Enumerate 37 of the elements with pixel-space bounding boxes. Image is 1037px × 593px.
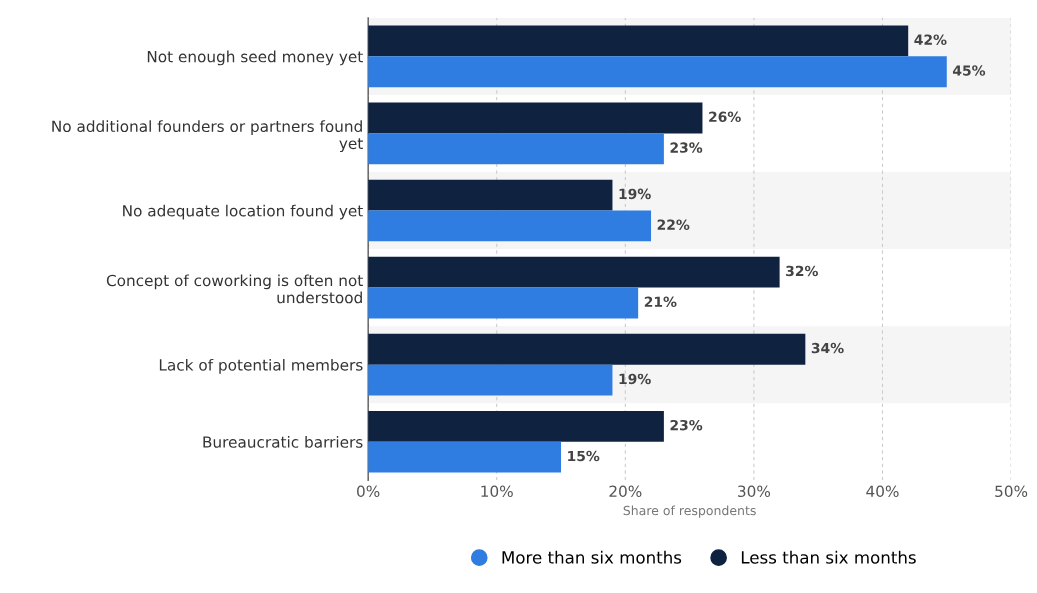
x-tick-label: 50% <box>995 485 1028 498</box>
bar <box>368 287 639 319</box>
x-tick-label: 20% <box>609 485 642 498</box>
data-label: 45% <box>952 65 986 76</box>
x-tick-label: 40% <box>866 485 899 498</box>
data-label: 22% <box>657 219 690 230</box>
data-label: 42% <box>914 34 947 45</box>
bar <box>368 133 664 165</box>
y-tick-label: Bureaucratic barriers <box>203 435 363 448</box>
bar <box>368 102 703 134</box>
data-label: 32% <box>786 265 818 277</box>
legend-label: More than six months <box>502 550 682 564</box>
data-label: 26% <box>709 111 741 123</box>
y-tick-label: No adequate location found yet <box>123 204 363 220</box>
y-tick-label: Lack of potential members <box>159 358 363 374</box>
y-tick-label: Not enough seed money yet <box>147 50 363 66</box>
bar <box>368 210 652 242</box>
data-label: 15% <box>568 450 600 462</box>
x-axis-title: Share of respondents <box>623 505 756 518</box>
data-label: 19% <box>619 188 651 200</box>
bar <box>368 364 613 396</box>
data-label: 19% <box>619 373 651 385</box>
bar <box>368 441 562 473</box>
x-tick-label: 0% <box>357 485 380 498</box>
data-label: 21% <box>644 296 677 308</box>
bar <box>368 256 780 288</box>
bar <box>368 333 806 365</box>
x-tick-label: 10% <box>481 485 513 498</box>
legend-label: Less than six months <box>741 550 916 564</box>
bar <box>368 410 664 442</box>
bar <box>368 179 613 211</box>
data-label: 23% <box>670 419 703 431</box>
y-tick-label: Concept of coworking is often not understood <box>106 274 363 304</box>
x-tick-label: 30% <box>738 485 771 498</box>
data-label: 23% <box>670 142 703 153</box>
data-label: 34% <box>811 342 844 354</box>
y-tick-label: No additional founders or partners found yet <box>52 120 363 153</box>
